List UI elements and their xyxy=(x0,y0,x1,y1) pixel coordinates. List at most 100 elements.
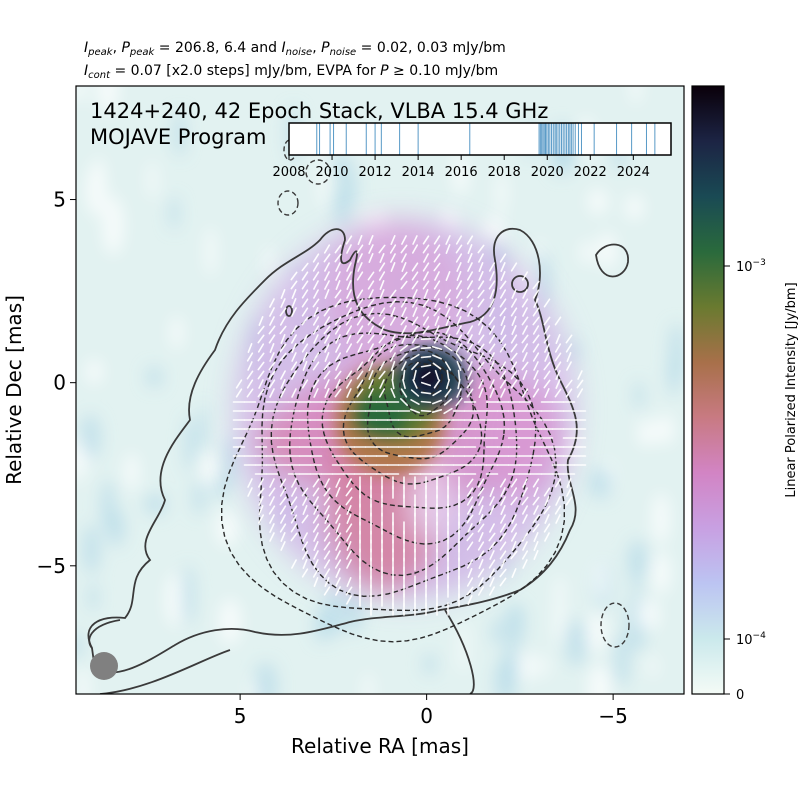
evpa-tick xyxy=(532,334,540,344)
contour-level-1 xyxy=(221,296,565,643)
evpa-tick xyxy=(301,379,309,389)
evpa-tick xyxy=(378,262,386,272)
evpa-tick xyxy=(522,307,528,317)
evpa-tick xyxy=(280,532,286,542)
timeline-tick-label: 2018 xyxy=(488,165,521,180)
noise-streak xyxy=(146,366,163,388)
evpa-tick xyxy=(477,298,485,308)
evpa-tick xyxy=(489,388,495,398)
evpa-tick xyxy=(444,361,452,371)
evpa-tick xyxy=(367,316,375,326)
evpa-tick xyxy=(410,345,420,351)
evpa-tick xyxy=(510,478,518,488)
evpa-tick xyxy=(543,325,551,335)
evpa-tick xyxy=(346,307,352,317)
evpa-tick xyxy=(434,298,440,308)
evpa-tick xyxy=(423,253,429,263)
evpa-tick xyxy=(367,271,375,281)
evpa-tick xyxy=(246,370,254,380)
noise-values: = 0.02, 0.03 mJy/bm xyxy=(356,40,506,56)
y-tick-label: 0 xyxy=(53,371,66,395)
evpa-tick xyxy=(533,370,539,380)
noise-streak xyxy=(637,419,656,448)
evpa-tick xyxy=(400,388,408,398)
y-axis-label: Relative Dec [mas] xyxy=(2,295,26,485)
evpa-tick xyxy=(279,325,287,335)
evpa-tick xyxy=(367,325,375,335)
evpa-tick xyxy=(378,334,386,344)
noise-streak xyxy=(184,416,196,473)
evpa-tick xyxy=(433,253,441,263)
evpa-tick xyxy=(533,541,539,551)
evpa-tick xyxy=(391,369,395,381)
evpa-tick xyxy=(323,487,331,497)
evpa-tick xyxy=(554,478,562,488)
evpa-tick xyxy=(390,235,396,245)
evpa-tick xyxy=(323,586,331,596)
tick-base: 10 xyxy=(736,260,753,275)
evpa-tick xyxy=(290,514,298,524)
evpa-tick xyxy=(334,532,342,542)
evpa-tick xyxy=(466,280,474,290)
evpa-tick xyxy=(566,478,572,488)
evpa-tick xyxy=(431,345,443,351)
evpa-tick xyxy=(257,514,265,524)
evpa-tick xyxy=(532,325,540,335)
noise-streak xyxy=(597,231,617,270)
noise-streak xyxy=(170,315,183,350)
evpa-tick xyxy=(301,307,309,317)
evpa-tick xyxy=(522,352,528,362)
evpa-tick xyxy=(433,280,441,290)
noise-streak xyxy=(169,196,180,230)
evpa-tick xyxy=(411,361,419,371)
x-tick-label: 5 xyxy=(234,704,247,728)
evpa-tick xyxy=(269,298,275,308)
evpa-tick xyxy=(400,316,408,326)
evpa-tick xyxy=(345,316,353,326)
evpa-tick xyxy=(323,550,331,560)
evpa-tick xyxy=(488,559,496,569)
evpa-tick xyxy=(346,280,352,290)
evpa-tick xyxy=(356,316,364,326)
contour-level-6 xyxy=(321,334,489,509)
noise-streak xyxy=(106,509,125,547)
separator: , xyxy=(312,40,322,56)
evpa-tick xyxy=(323,361,331,371)
evpa-tick xyxy=(411,298,419,308)
evpa-tick xyxy=(335,361,341,371)
evpa-tick xyxy=(301,280,309,290)
evpa-tick xyxy=(521,271,529,281)
evpa-tick xyxy=(291,343,297,353)
evpa-tick xyxy=(533,505,539,515)
evpa-tick xyxy=(323,568,331,578)
evpa-tick xyxy=(466,478,474,488)
evpa-tick xyxy=(323,253,331,263)
evpa-tick xyxy=(323,532,331,542)
evpa-tick xyxy=(532,352,540,362)
evpa-tick xyxy=(290,496,298,506)
evpa-tick xyxy=(258,316,264,326)
evpa-tick xyxy=(478,532,484,542)
noise-streak xyxy=(482,216,506,246)
evpa-tick xyxy=(467,568,473,578)
noise-streak xyxy=(88,582,99,612)
evpa-tick xyxy=(247,343,253,353)
evpa-tick xyxy=(312,271,320,281)
evpa-tick xyxy=(433,244,441,254)
evpa-tick xyxy=(313,307,319,317)
evpa-tick xyxy=(334,244,342,254)
contour-level-4 xyxy=(288,332,518,577)
evpa-tick xyxy=(357,262,363,272)
evpa-tick xyxy=(434,271,440,281)
evpa-tick xyxy=(478,496,484,506)
evpa-tick xyxy=(510,307,518,317)
evpa-tick xyxy=(466,379,474,389)
evpa-tick xyxy=(420,346,432,350)
evpa-tick xyxy=(324,289,330,299)
evpa-tick xyxy=(565,379,573,389)
evpa-tick xyxy=(269,388,275,398)
evpa-tick xyxy=(499,343,507,353)
evpa-tick xyxy=(345,343,353,353)
evpa-tick xyxy=(346,334,352,344)
